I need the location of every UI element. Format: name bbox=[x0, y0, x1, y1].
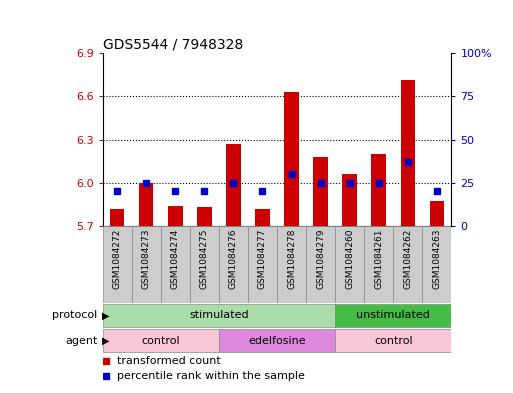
Text: GSM1084277: GSM1084277 bbox=[258, 228, 267, 289]
Text: stimulated: stimulated bbox=[189, 310, 249, 320]
Bar bbox=[219, 329, 335, 353]
Bar bbox=[197, 207, 211, 226]
Text: ▶: ▶ bbox=[102, 336, 109, 346]
Bar bbox=[139, 183, 153, 226]
Bar bbox=[161, 226, 190, 303]
Text: GSM1084263: GSM1084263 bbox=[432, 228, 441, 289]
Bar bbox=[132, 226, 161, 303]
Text: edelfosine: edelfosine bbox=[248, 336, 306, 346]
Bar bbox=[219, 226, 248, 303]
Text: GSM1084279: GSM1084279 bbox=[316, 228, 325, 289]
Bar bbox=[343, 174, 357, 226]
Text: GSM1084275: GSM1084275 bbox=[200, 228, 209, 289]
Bar bbox=[103, 329, 219, 353]
Bar bbox=[371, 154, 386, 226]
Bar bbox=[110, 209, 124, 226]
Bar bbox=[248, 226, 277, 303]
Text: unstimulated: unstimulated bbox=[357, 310, 430, 320]
Bar bbox=[429, 202, 444, 226]
Text: GSM1084276: GSM1084276 bbox=[229, 228, 238, 289]
Bar bbox=[226, 144, 241, 226]
Bar bbox=[335, 329, 451, 353]
Bar bbox=[103, 304, 335, 327]
Text: GSM1084262: GSM1084262 bbox=[403, 228, 412, 288]
Text: GSM1084260: GSM1084260 bbox=[345, 228, 354, 289]
Text: transformed count: transformed count bbox=[116, 356, 220, 365]
Bar bbox=[255, 209, 270, 226]
Bar bbox=[306, 226, 335, 303]
Text: ▶: ▶ bbox=[102, 310, 109, 320]
Text: GSM1084272: GSM1084272 bbox=[113, 228, 122, 288]
Bar bbox=[168, 206, 183, 226]
Bar bbox=[313, 157, 328, 226]
Text: GSM1084274: GSM1084274 bbox=[171, 228, 180, 288]
Bar bbox=[190, 226, 219, 303]
Text: GSM1084273: GSM1084273 bbox=[142, 228, 151, 289]
Text: protocol: protocol bbox=[52, 310, 97, 320]
Text: control: control bbox=[142, 336, 180, 346]
Bar bbox=[277, 226, 306, 303]
Text: GSM1084278: GSM1084278 bbox=[287, 228, 296, 289]
Bar bbox=[422, 226, 451, 303]
Bar bbox=[335, 226, 364, 303]
Text: agent: agent bbox=[65, 336, 97, 346]
Bar bbox=[103, 226, 132, 303]
Text: control: control bbox=[374, 336, 412, 346]
Bar bbox=[284, 92, 299, 226]
Bar bbox=[401, 81, 415, 226]
Bar bbox=[393, 226, 422, 303]
Text: GSM1084261: GSM1084261 bbox=[374, 228, 383, 289]
Text: percentile rank within the sample: percentile rank within the sample bbox=[116, 371, 304, 381]
Bar bbox=[335, 304, 451, 327]
Bar bbox=[364, 226, 393, 303]
Text: GDS5544 / 7948328: GDS5544 / 7948328 bbox=[103, 38, 243, 52]
